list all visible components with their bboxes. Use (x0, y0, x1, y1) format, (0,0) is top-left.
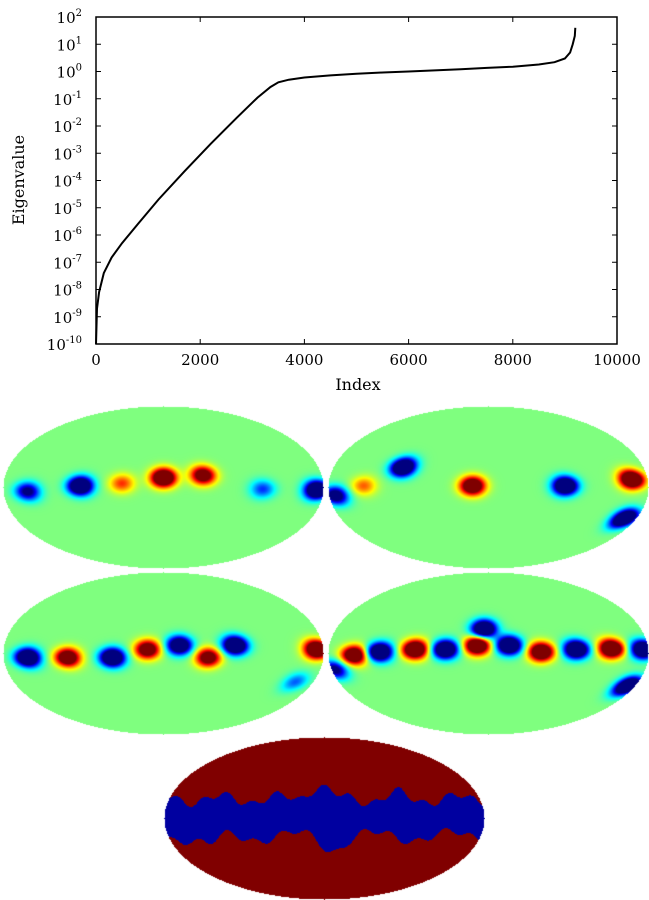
y-tick-exponent: -9 (72, 308, 82, 319)
y-tick-label: 10-6 (53, 226, 82, 245)
x-tick-label: 0 (91, 351, 101, 369)
eigenvalue-series-line (95, 27, 577, 345)
y-tick-label: 10-1 (53, 90, 82, 109)
y-tick-exponent: -10 (66, 335, 82, 346)
x-tick-label: 2000 (181, 351, 219, 369)
y-tick-label: 10-2 (53, 117, 82, 136)
sky-map-mode-4 (327, 571, 649, 735)
x-axis-label: Index (335, 375, 380, 394)
y-tick-exponent: -3 (72, 144, 82, 155)
plot-frame (95, 16, 618, 345)
y-tick-exponent: 0 (76, 63, 82, 74)
y-tick-exponent: -7 (72, 253, 82, 264)
y-tick-exponent: -8 (72, 281, 82, 292)
sky-map-mode-3 (2, 571, 324, 735)
y-tick-label: 10-10 (47, 335, 82, 354)
x-axis-ticks: 0 2000 4000 6000 8000 10000 (91, 17, 641, 369)
y-tick-exponent: -4 (72, 172, 82, 183)
x-tick-label: 8000 (494, 351, 532, 369)
x-tick-label: 10000 (593, 351, 641, 369)
x-tick-label: 4000 (285, 351, 323, 369)
y-tick-label: 100 (57, 63, 82, 82)
x-tick-label: 6000 (390, 351, 428, 369)
y-tick-exponent: 2 (76, 8, 82, 19)
y-axis-label: Eigenvalue (9, 135, 28, 225)
y-axis-ticks: 10-1010-910-810-710-610-510-410-310-210-… (47, 8, 617, 354)
y-tick-exponent: -2 (72, 117, 82, 128)
y-tick-label: 10-3 (53, 144, 82, 163)
y-tick-label: 10-8 (53, 281, 82, 300)
y-tick-label: 10-4 (53, 172, 82, 191)
y-tick-label: 101 (57, 35, 82, 54)
y-tick-label: 102 (57, 8, 82, 27)
y-tick-exponent: -5 (72, 199, 82, 210)
y-tick-label: 10-9 (53, 308, 82, 327)
galactic-mask-map (163, 736, 485, 900)
eigenvalue-chart: 10-1010-910-810-710-610-510-410-310-210-… (9, 8, 641, 394)
y-tick-label: 10-7 (53, 253, 82, 272)
sky-map-mode-2 (327, 405, 649, 569)
y-tick-exponent: -1 (72, 90, 82, 101)
y-tick-exponent: -6 (72, 226, 82, 237)
y-tick-exponent: 1 (76, 35, 82, 46)
y-tick-label: 10-5 (53, 199, 82, 218)
sky-map-mode-1 (2, 405, 324, 569)
